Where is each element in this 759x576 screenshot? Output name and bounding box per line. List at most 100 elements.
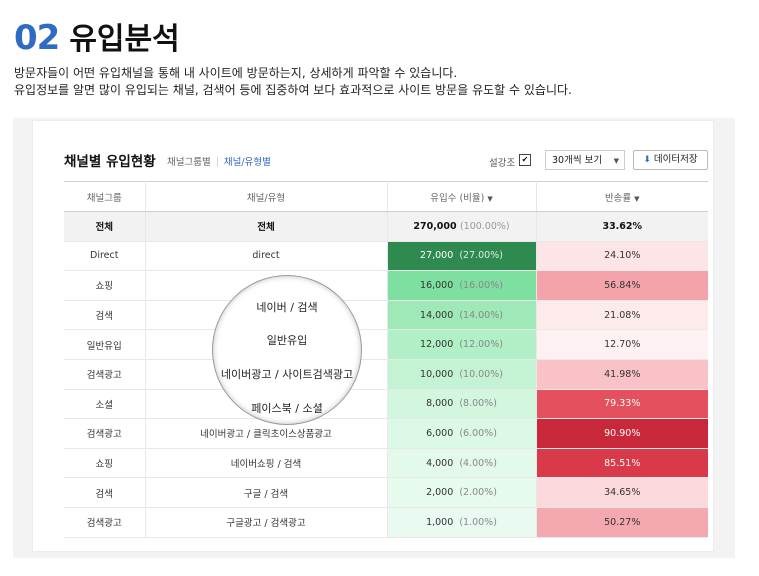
inflow-pct: (12.00%)	[459, 339, 503, 351]
section-heading: 02 유입분석	[14, 14, 180, 58]
chevron-down-icon: ▼	[613, 157, 619, 165]
description-line-2: 유입정보를 알면 많이 유입되는 채널, 검색어 등에 집중하여 보다 효과적으…	[14, 83, 572, 97]
sort-icon: ▼	[487, 194, 493, 203]
inflow-pct: (6.00%)	[459, 427, 497, 439]
magnifier-item: 페이스북 / 소셜	[251, 402, 323, 415]
total-type: 전체	[145, 211, 388, 242]
cell-response-rate: 21.08%	[536, 300, 708, 331]
table-row[interactable]: 검색광고 구글광고 / 검색광고 1,000 (1.00%) 50.27%	[64, 507, 708, 538]
inflow-value: 4,000	[426, 457, 454, 469]
cell-channel-type: 구글광고 / 검색광고	[145, 507, 388, 538]
sort-icon: ▼	[634, 194, 640, 203]
cell-inflow: 14,000 (14.00%)	[387, 300, 537, 331]
col-header-group: 채널그룹	[64, 181, 146, 212]
cell-channel-group: Direct	[64, 241, 146, 272]
inflow-value: 10,000	[420, 368, 454, 380]
col-header-response[interactable]: 반송률 ▼	[536, 181, 708, 212]
cell-channel-group: 일반유입	[64, 329, 146, 360]
table-row[interactable]: 소셜 8,000 (8.00%) 79.33%	[64, 389, 708, 420]
table-row[interactable]: 쇼핑 16,000 (16.00%) 56.84%	[64, 270, 708, 301]
magnifier-item: 네이버 / 검색	[256, 301, 318, 314]
total-group: 전체	[64, 211, 146, 242]
inflow-value: 2,000	[426, 487, 454, 499]
description-line-1: 방문자들이 어떤 유입채널을 통해 내 사이트에 방문하는지, 상세하게 파악할…	[14, 66, 458, 80]
cell-inflow: 2,000 (2.00%)	[387, 477, 537, 508]
cell-inflow: 16,000 (16.00%)	[387, 270, 537, 301]
cell-response-rate: 56.84%	[536, 270, 708, 301]
inflow-value: 6,000	[426, 427, 454, 439]
table-row[interactable]: 검색광고 네이버광고 / 클릭초이스상품광고 6,000 (6.00%) 90.90%	[64, 418, 708, 449]
cell-channel-type: 네이버광고 / 클릭초이스상품광고	[145, 418, 388, 449]
cell-channel-type: 구글 / 검색	[145, 477, 388, 508]
table-row[interactable]: 검색 구글 / 검색 2,000 (2.00%) 34.65%	[64, 477, 708, 508]
save-data-label: 데이터저장	[653, 154, 698, 165]
cell-channel-group: 검색광고	[64, 418, 146, 449]
cell-inflow: 6,000 (6.00%)	[387, 418, 537, 449]
screenshot-frame: 채널별 유입현황 채널그룹별 | 채널/유형별 설강조 ✔ 30개씩 보기 ▼ …	[13, 118, 735, 558]
panel-title: 채널별 유입현황	[64, 154, 156, 170]
cell-channel-group: 쇼핑	[64, 270, 146, 301]
total-inflow: 270,000 (100.00%)	[387, 211, 537, 242]
col-header-inflow[interactable]: 유입수 (비율) ▼	[387, 181, 537, 212]
highlight-checkbox[interactable]: ✔	[519, 154, 531, 166]
inflow-pct: (8.00%)	[459, 398, 497, 410]
inflow-pct: (14.00%)	[459, 309, 503, 321]
tab-channel-type[interactable]: 채널/유형별	[223, 157, 271, 168]
table-header-row: 채널그룹 채널/유형 유입수 (비율) ▼ 반송률 ▼	[64, 181, 708, 212]
cell-inflow: 12,000 (12.00%)	[387, 329, 537, 360]
inflow-value: 1,000	[426, 516, 454, 528]
download-icon: ⬇	[643, 155, 651, 165]
col-header-response-label: 반송률	[604, 192, 632, 204]
cell-response-rate: 24.10%	[536, 241, 708, 272]
cell-channel-group: 검색	[64, 477, 146, 508]
inflow-pct: (4.00%)	[459, 457, 497, 469]
cell-response-rate: 41.98%	[536, 359, 708, 390]
cell-channel-group: 쇼핑	[64, 448, 146, 479]
col-header-type: 채널/유형	[145, 181, 388, 212]
channel-inflow-panel: 채널별 유입현황 채널그룹별 | 채널/유형별 설강조 ✔ 30개씩 보기 ▼ …	[33, 121, 713, 551]
inflow-value: 8,000	[426, 398, 454, 410]
total-response: 33.62%	[536, 211, 708, 242]
table-row[interactable]: 쇼핑 네이버쇼핑 / 검색 4,000 (4.00%) 85.51%	[64, 448, 708, 479]
total-inflow-pct: (100.00%)	[459, 220, 510, 232]
inflow-pct: (2.00%)	[459, 487, 497, 499]
table-row[interactable]: 검색광고 10,000 (10.00%) 41.98%	[64, 359, 708, 390]
cell-response-rate: 79.33%	[536, 389, 708, 420]
magnifier-item: 일반유입	[266, 334, 308, 347]
inflow-pct: (27.00%)	[459, 250, 503, 262]
tab-channel-group[interactable]: 채널그룹별	[167, 157, 211, 168]
cell-channel-group: 소셜	[64, 389, 146, 420]
inflow-pct: (10.00%)	[459, 368, 503, 380]
rows-per-page-value: 30개씩 보기	[552, 155, 603, 166]
cell-inflow: 10,000 (10.00%)	[387, 359, 537, 390]
cell-channel-type: 네이버쇼핑 / 검색	[145, 448, 388, 479]
inflow-value: 14,000	[420, 309, 454, 321]
cell-inflow: 4,000 (4.00%)	[387, 448, 537, 479]
description: 방문자들이 어떤 유입채널을 통해 내 사이트에 방문하는지, 상세하게 파악할…	[14, 65, 572, 99]
table-row[interactable]: 검색 14,000 (14.00%) 21.08%	[64, 300, 708, 331]
cell-response-rate: 90.90%	[536, 418, 708, 449]
cell-response-rate: 50.27%	[536, 507, 708, 538]
table-row[interactable]: Direct direct 27,000 (27.00%) 24.10%	[64, 241, 708, 272]
cell-channel-group: 검색	[64, 300, 146, 331]
inflow-pct: (16.00%)	[459, 279, 503, 291]
cell-channel-type: direct	[145, 241, 388, 272]
table-body: 전체 전체 270,000 (100.00%) 33.62% Direct dir…	[64, 211, 708, 538]
highlight-label: 설강조	[489, 158, 516, 169]
cell-inflow: 8,000 (8.00%)	[387, 389, 537, 420]
col-header-inflow-label: 유입수 (비율)	[430, 192, 485, 204]
inflow-value: 27,000	[420, 250, 454, 262]
rows-per-page-select[interactable]: 30개씩 보기 ▼	[545, 150, 625, 170]
channel-table: 채널그룹 채널/유형 유입수 (비율) ▼ 반송률 ▼ 전체 전체 270,000 …	[64, 181, 708, 538]
cell-inflow: 27,000 (27.00%)	[387, 241, 537, 272]
cell-response-rate: 12.70%	[536, 329, 708, 360]
cell-inflow: 1,000 (1.00%)	[387, 507, 537, 538]
table-row-total: 전체 전체 270,000 (100.00%) 33.62%	[64, 211, 708, 242]
save-data-button[interactable]: ⬇ 데이터저장	[633, 150, 708, 170]
inflow-pct: (1.00%)	[459, 516, 497, 528]
cell-response-rate: 34.65%	[536, 477, 708, 508]
table-row[interactable]: 일반유입 12,000 (12.00%) 12.70%	[64, 329, 708, 360]
magnifier-item: 네이버광고 / 사이트검색광고	[220, 368, 354, 381]
page-title: 유입분석	[69, 22, 180, 57]
